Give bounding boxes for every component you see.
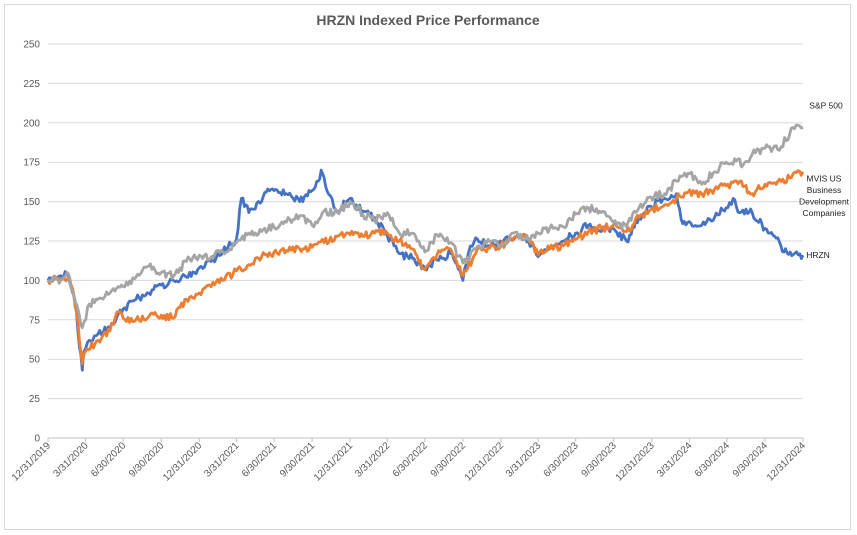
x-tick-label: 12/31/2024 xyxy=(765,440,808,483)
series-lines xyxy=(46,123,805,372)
y-tick-label: 225 xyxy=(23,79,40,90)
y-tick-label: 0 xyxy=(34,434,40,445)
y-tick-label: 250 xyxy=(23,40,40,51)
chart-title: HRZN Indexed Price Performance xyxy=(316,12,540,28)
y-tick-label: 25 xyxy=(29,394,41,405)
x-tick-label: 6/30/2024 xyxy=(693,440,733,480)
x-tick-label: 3/31/2021 xyxy=(202,440,242,480)
x-tick-label: 9/30/2020 xyxy=(127,440,167,480)
y-tick-label: 175 xyxy=(23,158,40,169)
x-tick-label: 3/31/2020 xyxy=(51,440,91,480)
y-tick-label: 200 xyxy=(23,118,40,129)
x-tick-label: 9/30/2021 xyxy=(278,440,318,480)
x-tick-label: 3/31/2023 xyxy=(504,440,544,480)
x-tick-label: 12/31/2021 xyxy=(312,440,355,483)
series-label: HRZN xyxy=(806,250,830,260)
x-tick-label: 3/31/2022 xyxy=(353,440,393,480)
x-tick-label: 6/30/2023 xyxy=(542,440,582,480)
x-tick-label: 12/31/2023 xyxy=(614,440,657,483)
series-line-mvis-us-business-development-companies xyxy=(46,169,805,366)
y-tick-label: 75 xyxy=(29,315,41,326)
y-tick-label: 100 xyxy=(23,276,40,287)
series-label: S&P 500 xyxy=(809,101,843,111)
x-tick-label: 12/31/2022 xyxy=(463,440,506,483)
x-tick-label: 12/31/2020 xyxy=(161,440,204,483)
series-label: MVIS US Business Development Companies xyxy=(799,174,850,219)
x-tick-label: 6/30/2022 xyxy=(391,440,431,480)
x-tick-label: 9/30/2023 xyxy=(580,440,620,480)
series-end-labels: HRZN MVIS US Business Development Companies S… xyxy=(799,101,850,261)
x-tick-label: 9/30/2022 xyxy=(429,440,469,480)
y-tick-label: 125 xyxy=(23,237,40,248)
y-axis-ticks: 0 25 50 75 100 125 150 175 200 225 250 xyxy=(23,40,40,445)
x-tick-label: 6/30/2021 xyxy=(240,440,280,480)
x-tick-label: 6/30/2020 xyxy=(89,440,129,480)
x-tick-label: 3/31/2024 xyxy=(655,440,695,480)
y-tick-label: 150 xyxy=(23,197,40,208)
y-tick-label: 50 xyxy=(29,355,41,366)
series-line-s-p-500 xyxy=(47,123,804,330)
x-axis-ticks: 12/31/20193/31/20206/30/20209/30/202012/… xyxy=(10,438,808,484)
x-tick-label: 9/30/2024 xyxy=(731,440,771,480)
x-tick-label: 12/31/2019 xyxy=(10,440,53,483)
